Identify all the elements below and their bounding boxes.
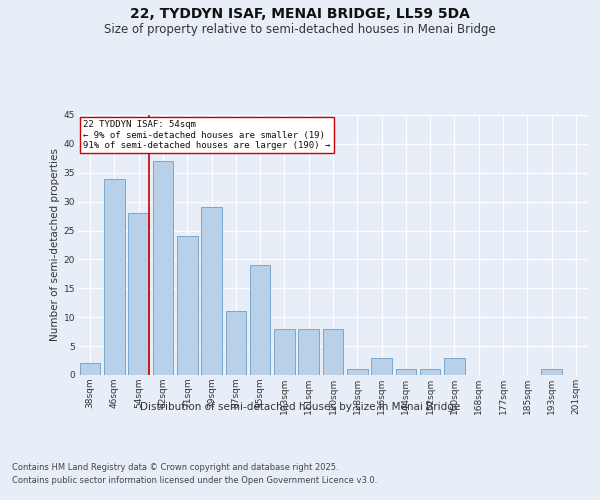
Text: 22 TYDDYN ISAF: 54sqm
← 9% of semi-detached houses are smaller (19)
91% of semi-: 22 TYDDYN ISAF: 54sqm ← 9% of semi-detac… [83, 120, 331, 150]
Y-axis label: Number of semi-detached properties: Number of semi-detached properties [50, 148, 59, 342]
Bar [152, 161, 173, 375]
Bar [371, 358, 392, 375]
Bar [420, 369, 440, 375]
Bar [298, 329, 319, 375]
Bar [104, 178, 125, 375]
Text: 22, TYDDYN ISAF, MENAI BRIDGE, LL59 5DA: 22, TYDDYN ISAF, MENAI BRIDGE, LL59 5DA [130, 8, 470, 22]
Bar [274, 329, 295, 375]
Text: Distribution of semi-detached houses by size in Menai Bridge: Distribution of semi-detached houses by … [140, 402, 460, 412]
Bar [226, 312, 246, 375]
Bar [177, 236, 197, 375]
Bar [395, 369, 416, 375]
Text: Size of property relative to semi-detached houses in Menai Bridge: Size of property relative to semi-detach… [104, 22, 496, 36]
Bar [201, 208, 222, 375]
Text: Contains HM Land Registry data © Crown copyright and database right 2025.: Contains HM Land Registry data © Crown c… [12, 464, 338, 472]
Bar [128, 213, 149, 375]
Bar [323, 329, 343, 375]
Bar [444, 358, 465, 375]
Bar [347, 369, 368, 375]
Bar [250, 265, 271, 375]
Bar [80, 364, 100, 375]
Text: Contains public sector information licensed under the Open Government Licence v3: Contains public sector information licen… [12, 476, 377, 485]
Bar [541, 369, 562, 375]
